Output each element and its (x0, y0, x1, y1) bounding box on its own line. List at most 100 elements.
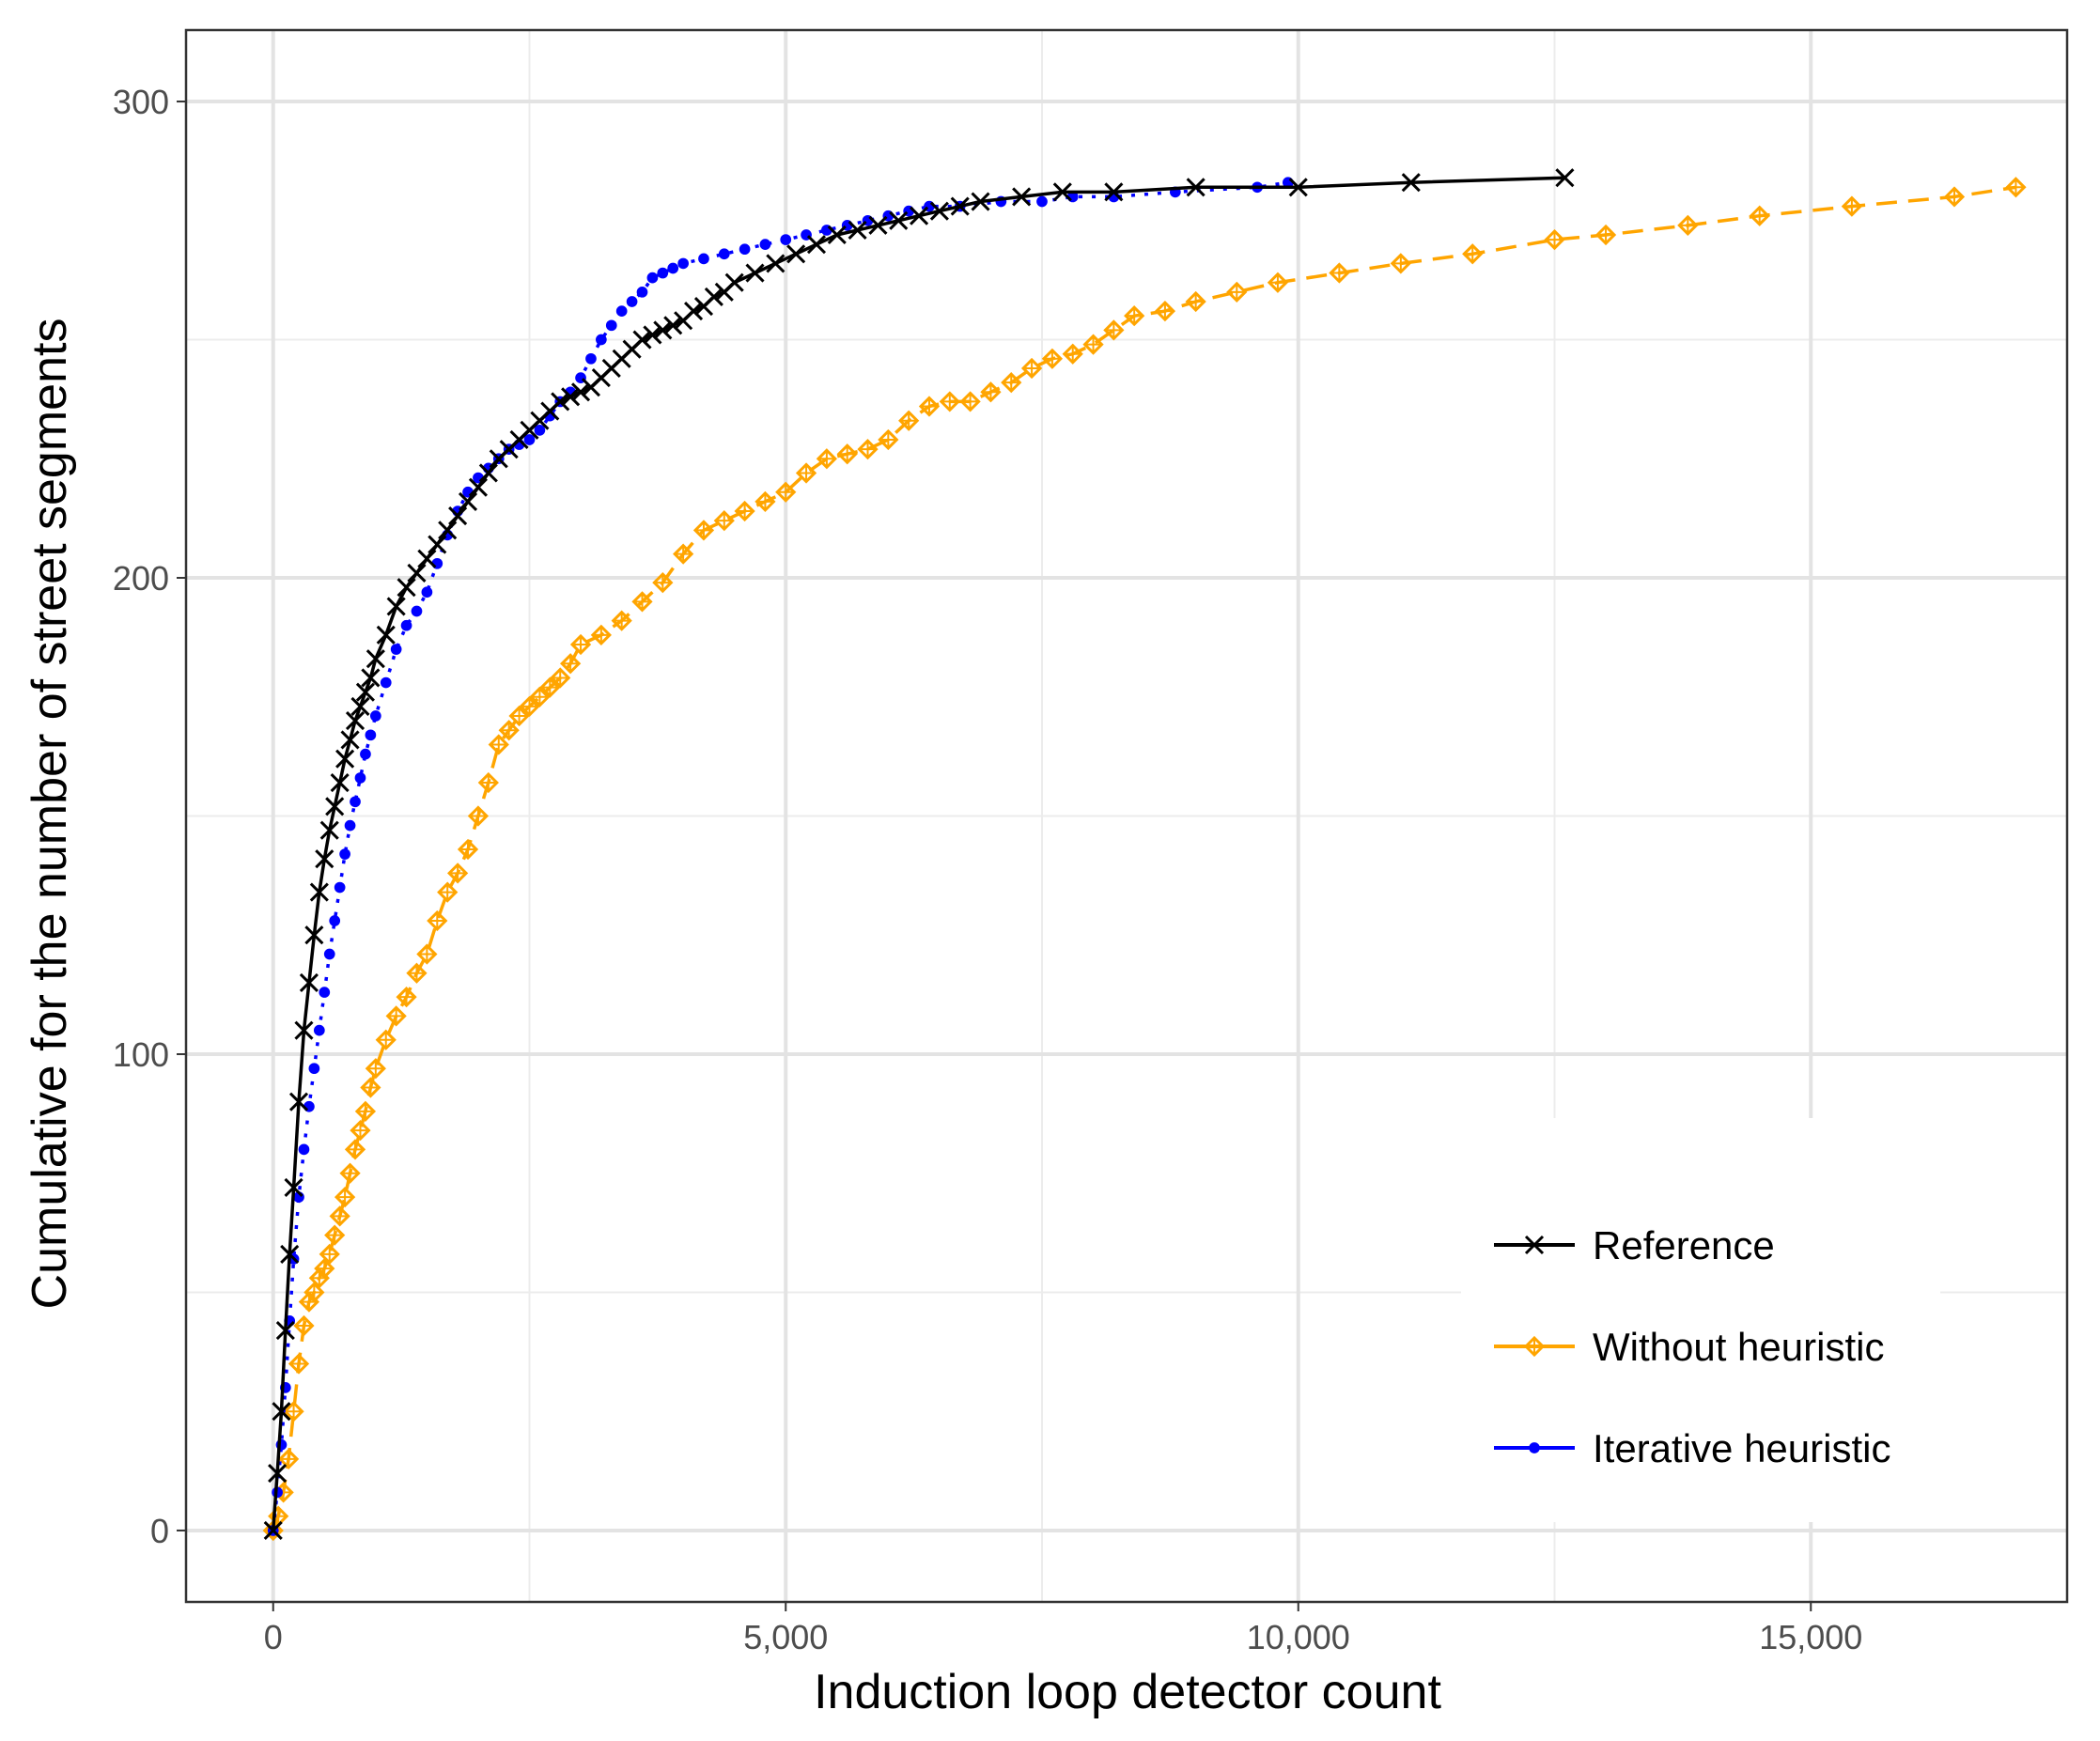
series-line (272, 185, 2016, 1531)
data-point (1020, 357, 1043, 380)
marker-x-stroke (663, 316, 683, 335)
data-point (523, 434, 536, 445)
marker-x-stroke (827, 225, 847, 245)
data-point (836, 443, 858, 465)
marker-diamond-cross (336, 1189, 354, 1206)
data-point (918, 396, 941, 417)
data-point (653, 320, 673, 340)
data-point (1555, 168, 1575, 188)
marker-diamond-cross (408, 964, 426, 982)
data-point (878, 428, 899, 451)
marker-diamond-cross (418, 945, 436, 963)
data-point (534, 425, 546, 436)
data-point (713, 510, 735, 532)
marker-diamond-cross (305, 1283, 323, 1301)
data-point (319, 1243, 340, 1266)
marker-diamond-shape (385, 1005, 407, 1027)
data-point (314, 1257, 335, 1280)
marker-x-stroke (335, 749, 355, 769)
data-point (605, 319, 617, 332)
data-point (1041, 348, 1064, 369)
data-point (1226, 281, 1248, 303)
data-point (636, 286, 648, 298)
data-point (386, 597, 406, 616)
data-point (631, 591, 653, 613)
marker-x-stroke (315, 849, 334, 869)
data-point (626, 296, 638, 307)
data-point (272, 1402, 291, 1422)
marker-x-stroke (1288, 178, 1308, 197)
data-point (704, 287, 723, 306)
series-3 (267, 177, 1294, 1536)
data-point (795, 462, 817, 484)
data-point (345, 711, 366, 731)
data-point (1001, 372, 1022, 394)
data-point (334, 1186, 356, 1208)
x-axis-ticks: 0 5,000 10,000 15,000 (264, 1602, 1862, 1656)
data-point (569, 633, 592, 656)
marker-x-stroke (910, 206, 929, 225)
data-point (667, 262, 679, 274)
x-tick-label: 10,000 (1247, 1618, 1350, 1656)
data-point (330, 772, 350, 793)
marker-diamond-cross (1392, 255, 1409, 272)
marker-diamond-cross (377, 1031, 395, 1049)
marker-diamond-cross (1546, 231, 1563, 249)
data-point (380, 676, 392, 689)
marker-diamond-shape (1462, 243, 1484, 265)
data-point (376, 625, 396, 645)
marker-diamond-cross (562, 655, 580, 673)
marker-x-stroke (438, 521, 458, 540)
data-point (766, 254, 786, 273)
marker-x-stroke (386, 597, 406, 616)
marker-diamond-cross (397, 988, 415, 1006)
data-point (319, 820, 339, 840)
data-point (560, 653, 582, 675)
marker-diamond-cross (736, 503, 754, 521)
marker-diamond-cross (285, 1403, 303, 1421)
marker-diamond-cross (351, 1122, 369, 1140)
marker-diamond-cross (280, 1450, 298, 1468)
marker-x-stroke (366, 649, 385, 669)
y-axis-title: Cumulative for the number of street segm… (23, 319, 77, 1310)
data-point (652, 571, 674, 594)
data-point (396, 987, 417, 1008)
marker-diamond-cross (552, 669, 569, 687)
data-point (339, 1162, 361, 1184)
data-point (411, 605, 423, 617)
data-point (1082, 334, 1104, 355)
data-point (1462, 243, 1484, 265)
data-point (323, 948, 335, 960)
marker-diamond-shape (1124, 305, 1145, 327)
marker-diamond-cross (982, 383, 1000, 401)
data-point (1036, 195, 1048, 208)
legend: Reference Without heuristic Iterative heur… (1461, 1118, 1940, 1522)
data-point (1401, 173, 1421, 193)
marker-diamond-shape (293, 1314, 315, 1337)
marker-diamond-cross (1084, 335, 1102, 353)
data-point (498, 720, 520, 741)
marker-diamond-cross (500, 722, 518, 739)
y-tick-label: 100 (113, 1035, 169, 1074)
marker-diamond-cross (941, 393, 958, 411)
marker-diamond-cross (1464, 245, 1482, 263)
data-point (406, 962, 428, 984)
marker-diamond-cross (469, 807, 487, 825)
data-point (366, 649, 385, 669)
data-point (1677, 214, 1699, 236)
marker-x-stroke (428, 535, 447, 554)
data-point (529, 686, 551, 707)
marker-x-stroke (284, 1177, 303, 1198)
data-point (365, 729, 377, 741)
data-point (673, 543, 694, 565)
marker-x-stroke (1524, 1235, 1545, 1255)
marker-diamond-cross (459, 840, 477, 858)
y-tick-label: 0 (150, 1512, 169, 1550)
data-point (428, 535, 447, 554)
marker-x-stroke (766, 254, 786, 273)
data-point (334, 881, 346, 894)
marker-x-stroke (268, 1464, 288, 1484)
marker-diamond-shape (795, 462, 817, 484)
plot-frame (184, 28, 2069, 1604)
marker-diamond-shape (550, 667, 571, 689)
